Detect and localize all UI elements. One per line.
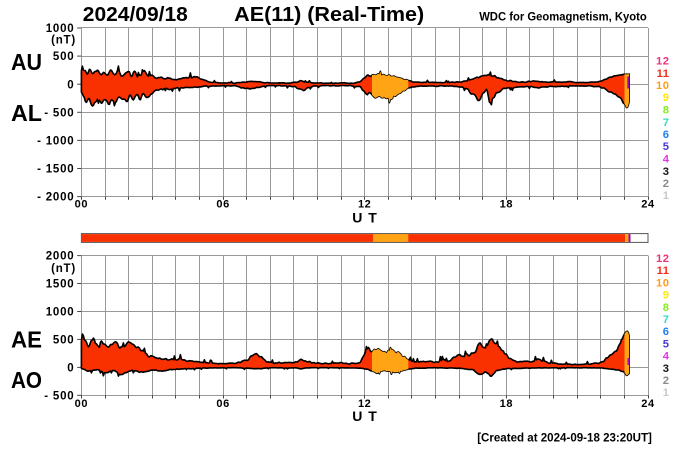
- svg-text:12: 12: [358, 398, 371, 410]
- svg-text:- 1500: - 1500: [37, 164, 74, 176]
- svg-text:12: 12: [358, 199, 371, 211]
- svg-text:1: 1: [663, 387, 670, 399]
- svg-text:U T: U T: [352, 210, 378, 226]
- svg-text:06: 06: [216, 199, 229, 211]
- svg-text:00: 00: [75, 398, 88, 410]
- svg-text:24: 24: [641, 398, 655, 410]
- svg-text:8: 8: [663, 105, 670, 117]
- svg-text:12: 12: [656, 253, 670, 265]
- svg-text:- 500: - 500: [44, 390, 74, 402]
- svg-text:[Created at 2024-09-18 23:20UT: [Created at 2024-09-18 23:20UT]: [477, 431, 652, 445]
- svg-text:0: 0: [67, 363, 74, 375]
- svg-text:9: 9: [663, 92, 670, 104]
- svg-text:10: 10: [656, 80, 670, 92]
- svg-text:500: 500: [53, 51, 75, 63]
- svg-text:3: 3: [663, 363, 670, 375]
- svg-text:2024/09/18: 2024/09/18: [83, 4, 188, 26]
- svg-text:24: 24: [641, 199, 655, 211]
- svg-text:1: 1: [663, 190, 670, 202]
- svg-text:- 2000: - 2000: [37, 192, 74, 204]
- svg-text:500: 500: [53, 335, 75, 347]
- svg-text:1000: 1000: [46, 23, 75, 35]
- svg-text:4: 4: [663, 351, 670, 363]
- svg-text:06: 06: [216, 398, 229, 410]
- svg-text:8: 8: [663, 302, 670, 314]
- svg-text:2000: 2000: [46, 251, 75, 263]
- svg-text:(nT): (nT): [51, 35, 76, 47]
- svg-text:7: 7: [663, 117, 670, 129]
- svg-text:00: 00: [75, 199, 88, 211]
- svg-text:1500: 1500: [46, 279, 75, 291]
- svg-text:18: 18: [500, 398, 513, 410]
- svg-text:AE: AE: [11, 326, 42, 352]
- svg-text:0: 0: [67, 79, 74, 91]
- svg-text:11: 11: [657, 265, 670, 277]
- svg-text:2: 2: [663, 375, 670, 387]
- svg-text:AO: AO: [11, 367, 42, 393]
- svg-text:WDC for Geomagnetism, Kyoto: WDC for Geomagnetism, Kyoto: [479, 10, 647, 24]
- svg-text:6: 6: [663, 326, 670, 338]
- svg-text:5: 5: [663, 141, 670, 153]
- svg-text:U T: U T: [352, 408, 378, 424]
- svg-text:9: 9: [663, 290, 670, 302]
- svg-text:1000: 1000: [46, 307, 75, 319]
- svg-text:- 500: - 500: [44, 107, 74, 119]
- svg-text:6: 6: [663, 129, 670, 141]
- svg-text:3: 3: [663, 166, 670, 178]
- svg-text:2: 2: [663, 178, 670, 190]
- svg-text:4: 4: [663, 154, 670, 166]
- svg-text:- 1000: - 1000: [37, 136, 74, 148]
- svg-text:5: 5: [663, 338, 670, 350]
- svg-text:(nT): (nT): [51, 263, 76, 275]
- svg-text:12: 12: [656, 56, 670, 68]
- svg-text:10: 10: [656, 277, 670, 289]
- svg-text:18: 18: [500, 199, 513, 211]
- svg-text:7: 7: [663, 314, 670, 326]
- svg-text:AU: AU: [11, 49, 42, 75]
- svg-text:AL: AL: [11, 100, 42, 126]
- svg-text:11: 11: [657, 68, 670, 80]
- svg-text:AE(11) (Real-Time): AE(11) (Real-Time): [234, 4, 424, 26]
